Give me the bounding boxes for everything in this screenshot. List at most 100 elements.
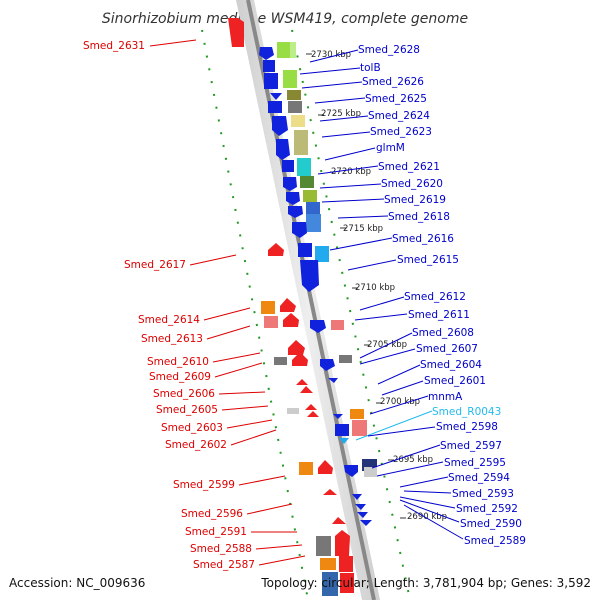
- gene-label-left[interactable]: Smed_2596: [181, 508, 243, 520]
- gene-arrow: [280, 298, 296, 312]
- gene-block: [331, 320, 344, 330]
- kbp-label: 2695 kbp: [393, 455, 433, 465]
- gene-arrow: [292, 352, 308, 366]
- gene-arrow: [300, 386, 313, 393]
- gene-block: [339, 556, 353, 572]
- gene-arrow: [320, 359, 335, 371]
- gene-arrow: [286, 192, 300, 205]
- gene-arrow: [332, 517, 346, 524]
- gene-label-right[interactable]: Smed_2608: [412, 327, 474, 339]
- gene-label-left[interactable]: Smed_2602: [165, 439, 227, 451]
- gene-label-left[interactable]: Smed_2605: [156, 404, 218, 416]
- gene-label-left[interactable]: Smed_2631: [83, 40, 145, 52]
- kbp-label: 2700 kbp: [380, 397, 420, 407]
- gene-features: [228, 18, 377, 596]
- right-gene-labels: Smed_2628 tolB Smed_2626 Smed_2625 Smed_…: [299, 44, 526, 547]
- gene-label-left[interactable]: Smed_2613: [141, 333, 203, 345]
- gene-block: [350, 409, 364, 419]
- gene-label-left[interactable]: Smed_2614: [138, 314, 200, 326]
- gene-arrow: [352, 494, 362, 500]
- gene-label-right[interactable]: Smed_2601: [424, 375, 486, 387]
- gene-block: [261, 301, 275, 314]
- gene-block: [297, 158, 311, 176]
- gene-label-right[interactable]: Smed_2604: [420, 359, 482, 371]
- gene-label-left[interactable]: Smed_2617: [124, 259, 186, 271]
- gene-label-right[interactable]: Smed_2626: [362, 76, 424, 88]
- gene-arrow: [335, 530, 350, 556]
- gene-block: [316, 536, 331, 556]
- gene-arrow: [268, 243, 284, 256]
- gene-label-right[interactable]: Smed_2595: [444, 457, 506, 469]
- gene-label-right[interactable]: Smed_2624: [368, 110, 430, 122]
- gene-arrow: [288, 340, 305, 355]
- gene-block: [339, 355, 352, 363]
- gene-label-right[interactable]: Smed_2619: [384, 194, 446, 206]
- gene-label-right[interactable]: Smed_2607: [416, 343, 478, 355]
- gene-label-right[interactable]: Smed_2612: [404, 291, 466, 303]
- gene-label-right[interactable]: Smed_2623: [370, 126, 432, 138]
- gene-label-right-rna[interactable]: Smed_R0043: [432, 406, 501, 418]
- gene-label-left[interactable]: Smed_2599: [173, 479, 235, 491]
- gene-block: [287, 408, 299, 414]
- gene-block: [287, 90, 301, 100]
- gene-label-right[interactable]: Smed_2593: [452, 488, 514, 500]
- gene-arrow: [355, 504, 366, 510]
- gene-block: [298, 243, 312, 257]
- kbp-label: 2690 kbp: [407, 512, 447, 522]
- gene-label-right[interactable]: Smed_2625: [365, 93, 427, 105]
- gene-label-left[interactable]: Smed_2587: [193, 559, 255, 571]
- gene-label-right[interactable]: tolB: [360, 62, 381, 74]
- gene-label-right[interactable]: Smed_2621: [378, 161, 440, 173]
- gene-block: [274, 357, 287, 365]
- gene-label-right[interactable]: Smed_2618: [388, 211, 450, 223]
- gene-arrow: [344, 465, 358, 477]
- gene-block: [228, 18, 244, 47]
- backbone: [236, 0, 380, 600]
- gene-arrow: [300, 260, 319, 292]
- gene-arrow: [318, 460, 333, 474]
- gene-block: [288, 101, 302, 113]
- gene-arrow: [328, 378, 338, 383]
- left-gene-labels: Smed_2631 Smed_2617 Smed_2614 Smed_2613 …: [83, 39, 306, 571]
- gene-label-right[interactable]: Smed_2615: [397, 254, 459, 266]
- gene-label-left[interactable]: Smed_2609: [149, 371, 211, 383]
- gene-block: [306, 214, 321, 232]
- gene-label-right[interactable]: Smed_2589: [464, 535, 526, 547]
- gene-block: [264, 73, 278, 89]
- gene-arrow: [276, 139, 290, 160]
- gene-label-right[interactable]: Smed_2598: [436, 421, 498, 433]
- gene-label-right[interactable]: Smed_2620: [381, 178, 443, 190]
- kbp-label: 2725 kbp: [321, 109, 361, 119]
- gene-label-left[interactable]: Smed_2606: [153, 388, 215, 400]
- gene-block: [290, 42, 296, 58]
- gene-block: [306, 202, 320, 214]
- gene-block: [291, 115, 305, 127]
- backbone-line: [246, 0, 376, 600]
- gene-label-right[interactable]: Smed_2616: [392, 233, 454, 245]
- gene-label-left[interactable]: Smed_2603: [161, 422, 223, 434]
- gene-label-right[interactable]: Smed_2592: [456, 503, 518, 515]
- gene-arrow: [259, 47, 274, 60]
- gene-label-left[interactable]: Smed_2588: [190, 543, 252, 555]
- gene-block: [340, 573, 354, 593]
- gene-block: [263, 60, 275, 72]
- gene-label-right[interactable]: Smed_2590: [460, 518, 522, 530]
- gene-arrow: [339, 438, 349, 444]
- gene-block: [320, 558, 336, 570]
- gene-arrow: [307, 411, 319, 417]
- gene-label-left[interactable]: Smed_2591: [185, 526, 247, 538]
- gene-label-right[interactable]: Smed_2628: [358, 44, 420, 56]
- gene-label-right[interactable]: Smed_2594: [448, 472, 510, 484]
- gene-label-left[interactable]: Smed_2610: [147, 356, 209, 368]
- gene-block: [282, 160, 294, 172]
- gene-arrow: [305, 404, 317, 410]
- gene-label-right[interactable]: glmM: [376, 142, 405, 154]
- kbp-label: 2720 kbp: [331, 167, 371, 177]
- gene-label-right[interactable]: mnmA: [428, 391, 463, 403]
- kbp-label: 2730 kbp: [311, 50, 351, 60]
- gene-label-right[interactable]: Smed_2611: [408, 309, 470, 321]
- gene-label-right[interactable]: Smed_2597: [440, 440, 502, 452]
- gene-block: [303, 190, 317, 202]
- gene-arrow: [360, 520, 372, 526]
